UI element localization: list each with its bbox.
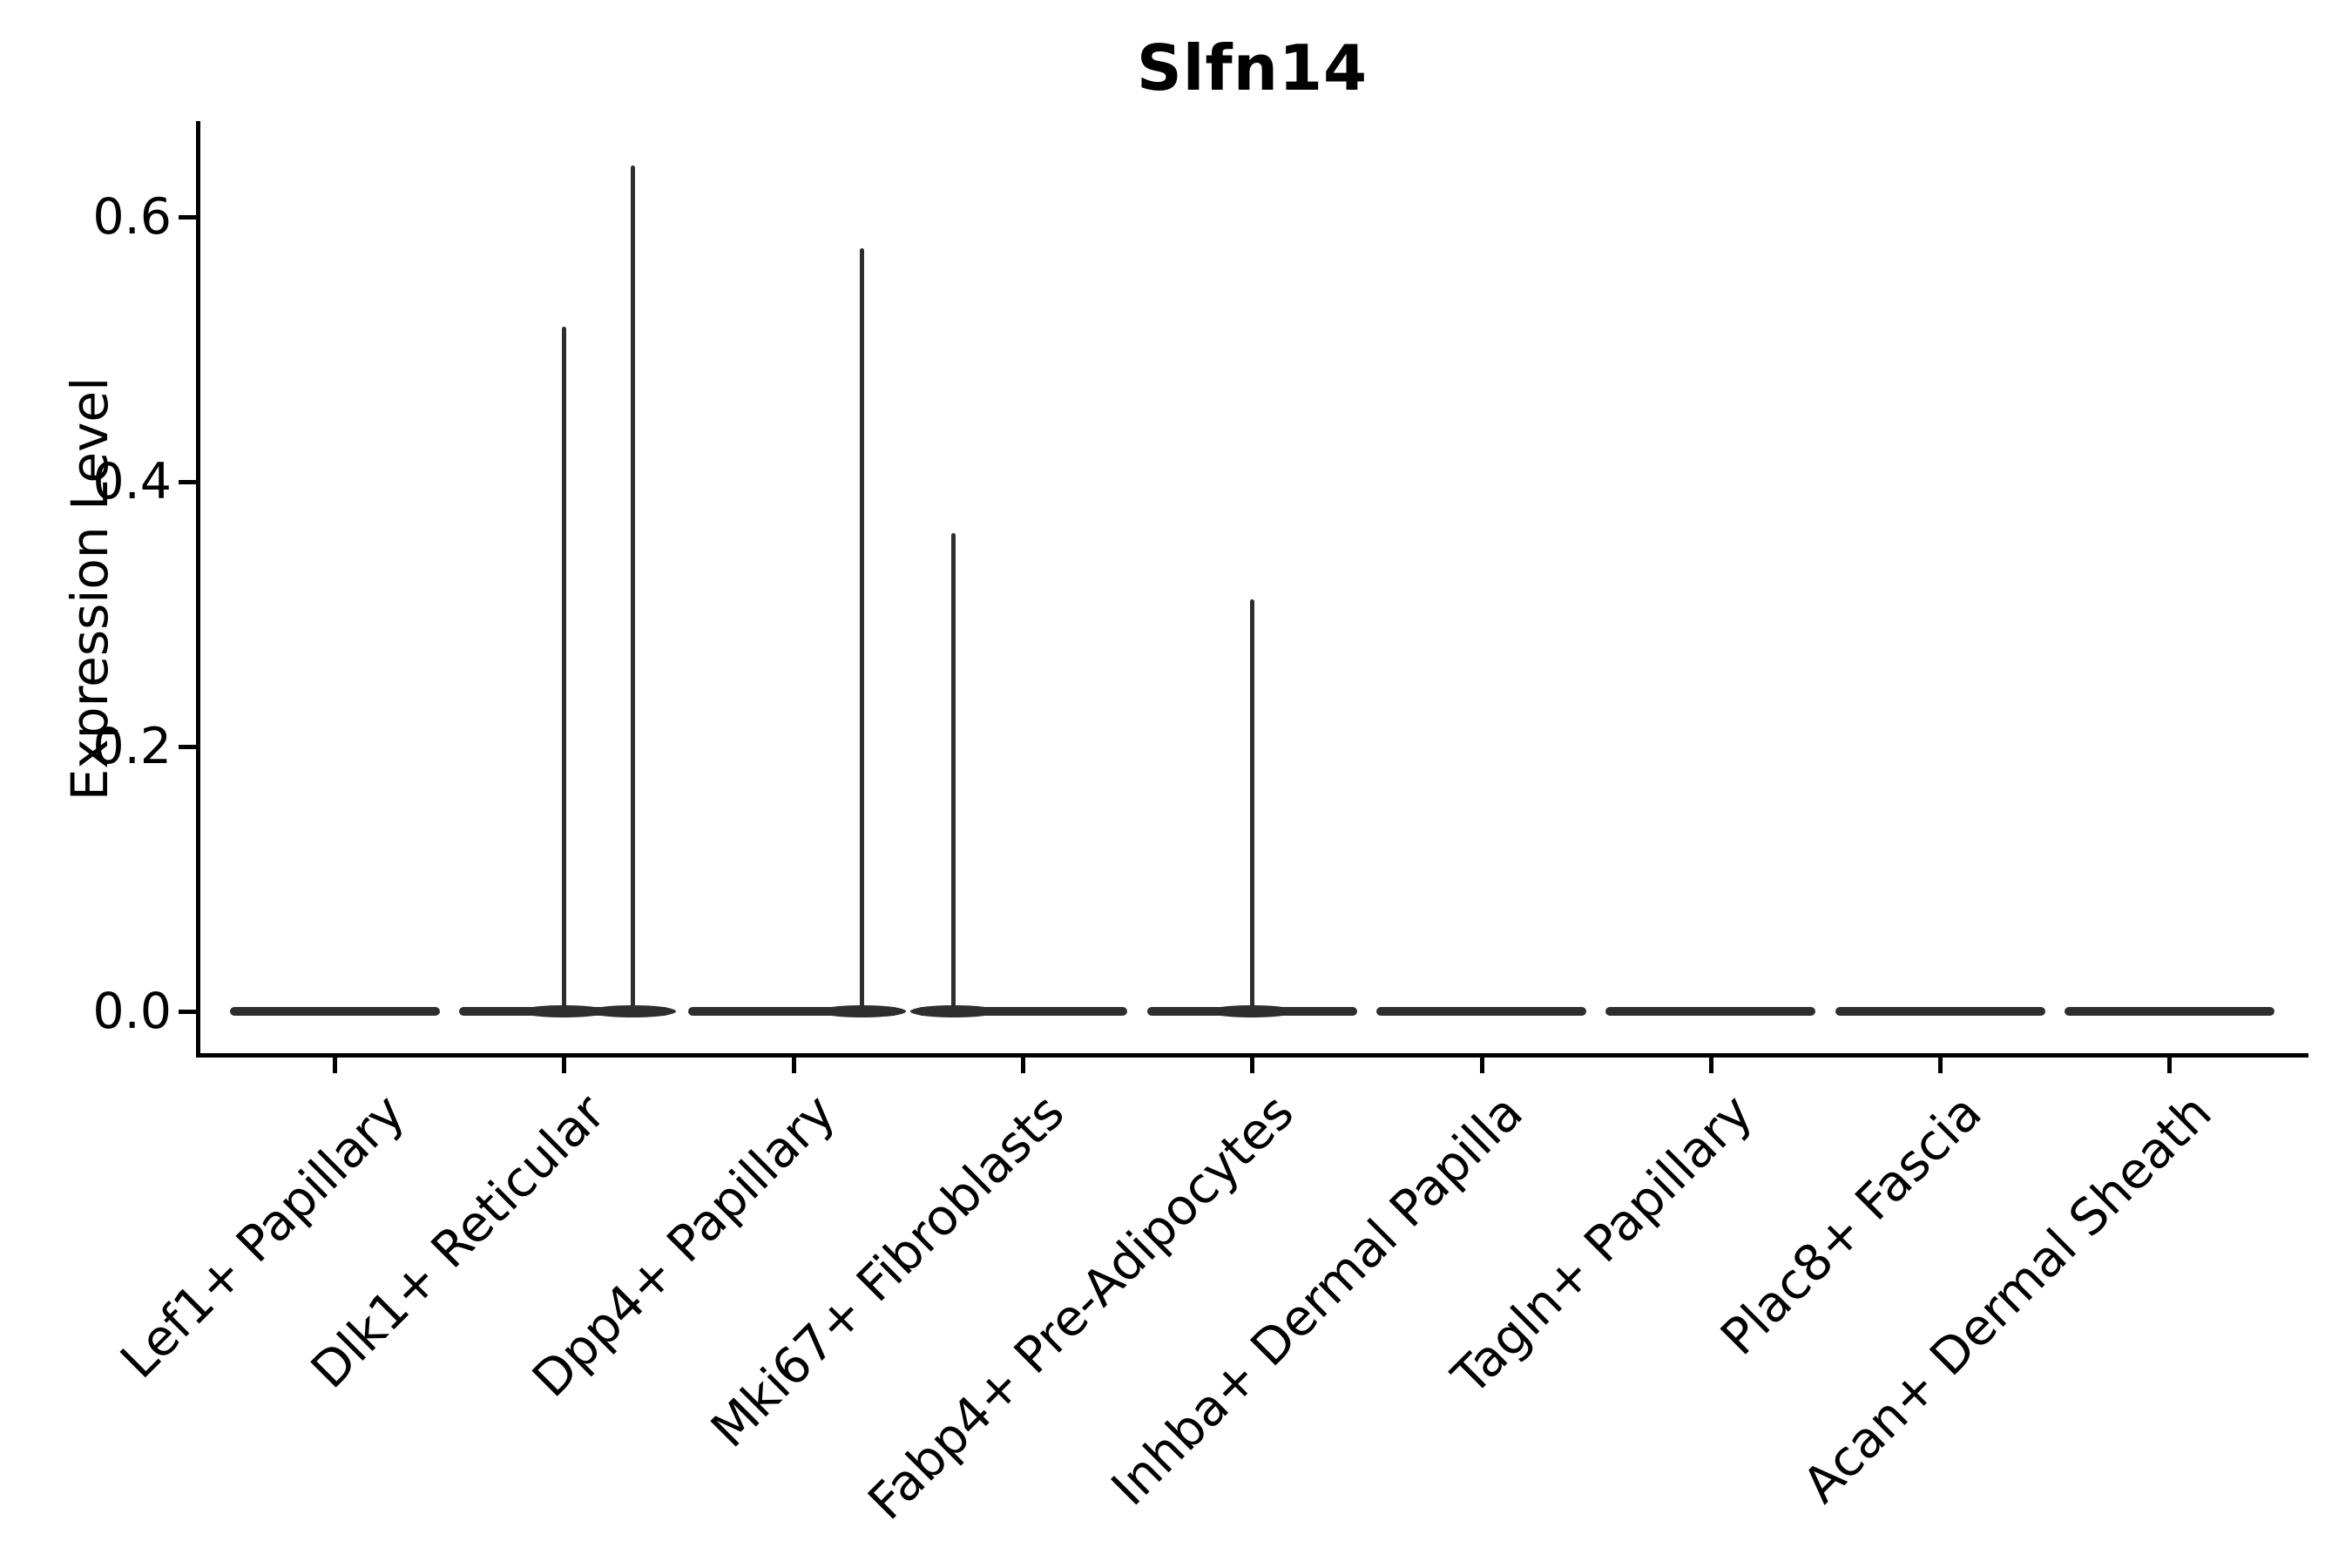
x-tick [1708, 1058, 1713, 1073]
x-tick-label-anchor: Acan+ Dermal Sheath [0, 1084, 2222, 1514]
violin-baseline [1376, 1007, 1586, 1016]
y-tick [179, 215, 196, 220]
x-tick [1250, 1058, 1255, 1073]
violin-spike [951, 533, 956, 1014]
violin-baseline [688, 1007, 899, 1016]
violin-baseline [1835, 1007, 2045, 1016]
violin-spike [561, 327, 566, 1014]
violin-baseline [1605, 1007, 1816, 1016]
violin-spike [1249, 599, 1254, 1014]
x-axis-spine [196, 1053, 2308, 1058]
y-tick-label: 0.0 [92, 983, 172, 1040]
y-tick [179, 745, 196, 749]
x-tick [1479, 1058, 1484, 1073]
plot-title: Slfn14 [1136, 31, 1369, 105]
y-tick-label: 0.2 [92, 718, 172, 775]
x-tick [2167, 1058, 2173, 1073]
x-tick [791, 1058, 796, 1073]
violin-baseline [2064, 1007, 2274, 1016]
x-tick-label: Inhba+ Dermal Papilla [1100, 1084, 1535, 1517]
x-tick [562, 1058, 567, 1073]
x-tick-label: Acan+ Dermal Sheath [1791, 1084, 2223, 1515]
x-tick-label: Fabp4+ Pre-Adipocytes [857, 1084, 1305, 1531]
violin-baseline [229, 1007, 440, 1016]
y-tick-label: 0.4 [92, 453, 172, 510]
y-tick-label: 0.6 [92, 188, 172, 246]
y-tick [179, 1010, 196, 1014]
x-tick [1938, 1058, 1943, 1073]
y-tick [179, 480, 196, 484]
y-axis-spine [196, 121, 200, 1058]
violin-baseline [917, 1007, 1128, 1016]
x-tick [1020, 1058, 1025, 1073]
violin-spike [630, 165, 635, 1014]
x-tick [333, 1058, 337, 1073]
violin-spike [860, 248, 865, 1014]
